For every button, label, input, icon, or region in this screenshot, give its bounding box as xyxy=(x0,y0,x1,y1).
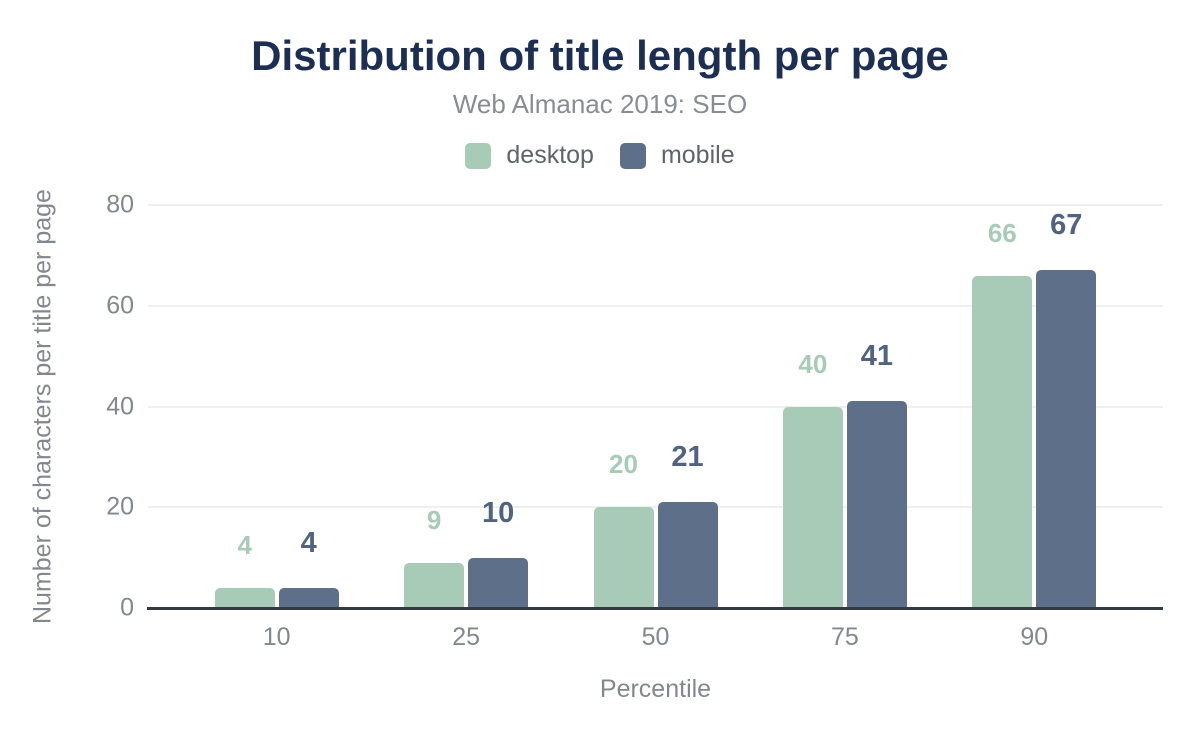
value-label-mobile-p90: 67 xyxy=(1050,209,1083,242)
value-label-desktop-p10: 4 xyxy=(237,529,252,560)
y-tick-label-20: 20 xyxy=(106,492,134,521)
value-label-desktop-p75: 40 xyxy=(798,348,828,379)
x-axis-title: Percentile xyxy=(599,675,712,703)
y-axis-title: Number of characters per title per page xyxy=(28,189,57,624)
bar-mobile-p90[interactable] xyxy=(1036,270,1097,608)
gridline-y20 xyxy=(148,506,1163,509)
bar-mobile-p25[interactable] xyxy=(468,557,529,608)
gridline-y80 xyxy=(148,204,1163,206)
value-label-mobile-p10: 4 xyxy=(300,526,317,559)
bar-desktop-p10[interactable] xyxy=(214,587,275,608)
y-tick-label-80: 80 xyxy=(106,190,134,219)
legend-swatch-desktop xyxy=(465,142,492,169)
bar-desktop-p90[interactable] xyxy=(972,275,1033,608)
legend-label-mobile: mobile xyxy=(660,141,735,169)
legend-swatch-mobile xyxy=(619,142,646,169)
bar-desktop-p50[interactable] xyxy=(593,507,654,608)
value-label-mobile-p75: 41 xyxy=(860,340,894,373)
gridline-y60 xyxy=(148,304,1163,307)
gridline-y40 xyxy=(148,405,1163,408)
value-label-desktop-p25: 9 xyxy=(426,504,442,535)
x-tick-label-10: 10 xyxy=(262,623,291,651)
bar-desktop-p25[interactable] xyxy=(404,562,465,608)
x-tick-label-75: 75 xyxy=(830,623,859,651)
value-label-mobile-p25: 10 xyxy=(481,496,515,529)
bar-mobile-p75[interactable] xyxy=(846,401,907,608)
bar-mobile-p50[interactable] xyxy=(657,502,718,608)
legend-label-desktop: desktop xyxy=(506,141,594,169)
y-tick-label-0: 0 xyxy=(120,593,134,622)
chart-subtitle: Web Almanac 2019: SEO xyxy=(452,89,748,119)
y-tick-label-40: 40 xyxy=(106,392,134,420)
value-label-desktop-p90: 66 xyxy=(987,217,1017,248)
value-label-mobile-p50: 21 xyxy=(671,441,704,474)
x-tick-label-90: 90 xyxy=(1020,623,1049,651)
y-tick-label-60: 60 xyxy=(106,291,134,320)
bar-mobile-p10[interactable] xyxy=(278,587,339,608)
legend-item-desktop[interactable]: desktop xyxy=(465,141,594,170)
x-tick-label-50: 50 xyxy=(641,623,670,651)
legend: desktop mobile xyxy=(0,141,1200,170)
chart-title: Distribution of title length per page xyxy=(251,32,949,79)
legend-item-mobile[interactable]: mobile xyxy=(619,141,735,170)
x-tick-label-25: 25 xyxy=(452,623,480,651)
bar-desktop-p75[interactable] xyxy=(782,406,843,608)
x-axis-line xyxy=(147,607,1163,610)
value-label-desktop-p50: 20 xyxy=(609,449,638,480)
